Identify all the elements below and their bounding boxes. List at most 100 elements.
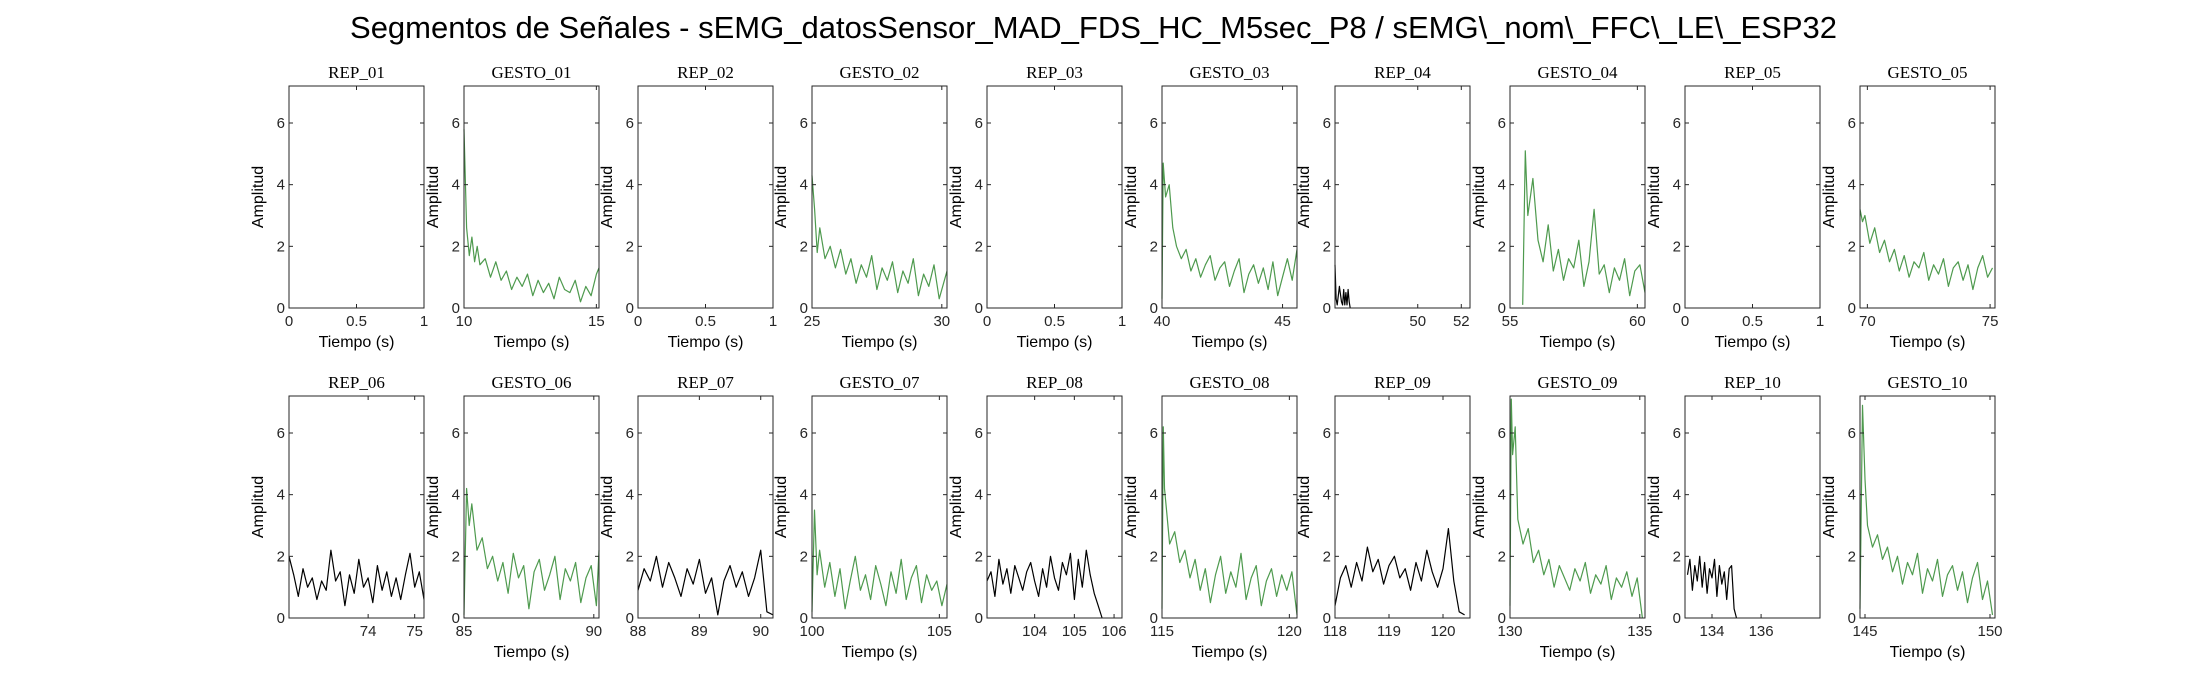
y-tick-label: 4 — [1150, 177, 1158, 194]
plot-area — [812, 396, 947, 618]
y-tick-label: 6 — [452, 115, 460, 132]
y-axis-label: Amplitud — [1123, 166, 1140, 228]
plot-area — [289, 396, 424, 618]
subplot-gesto-07: 0 2 4 6 100 105 GESTO_07 Tiempo (s) Amplitud — [773, 373, 952, 661]
x-tick-label: 0 — [1681, 313, 1689, 330]
y-tick-label: 6 — [800, 425, 808, 442]
x-tick-label: 0 — [285, 313, 293, 330]
y-axis-label: Amplitud — [599, 166, 616, 228]
y-tick-label: 4 — [452, 487, 460, 504]
subplot-title: REP_07 — [677, 373, 734, 392]
y-tick-label: 2 — [1323, 238, 1331, 255]
x-tick-label: 89 — [691, 623, 708, 640]
y-tick-label: 2 — [975, 548, 983, 565]
y-axis-label: Amplitud — [1471, 166, 1488, 228]
y-tick-label: 6 — [626, 425, 634, 442]
subplot-rep-07: 0 2 4 6 88 89 90 REP_07 Amplitud — [599, 373, 774, 640]
axes-box — [1161, 85, 1298, 309]
y-tick-label: 2 — [975, 238, 983, 255]
y-tick-label: 2 — [1498, 238, 1506, 255]
axes-box — [1334, 395, 1471, 619]
x-tick-label: 85 — [456, 623, 473, 640]
signal-line — [1161, 426, 1298, 615]
y-tick-label: 4 — [800, 177, 808, 194]
axes-box — [637, 395, 774, 619]
subplot-title: REP_04 — [1374, 63, 1431, 82]
axes-box — [986, 395, 1123, 619]
x-tick-label: 88 — [630, 623, 647, 640]
y-tick-label: 0 — [452, 300, 460, 317]
x-tick-label: 0 — [983, 313, 991, 330]
x-tick-label: 135 — [1627, 623, 1652, 640]
subplot-gesto-03: 0 2 4 6 40 45 GESTO_03 Tiempo (s) Amplitud — [1123, 63, 1298, 351]
subplot-title: REP_05 — [1724, 63, 1781, 82]
y-tick-label: 4 — [626, 177, 634, 194]
y-tick-label: 6 — [1150, 115, 1158, 132]
x-tick-label: 1 — [1118, 313, 1126, 330]
y-tick-label: 0 — [277, 300, 285, 317]
subplot-title: REP_08 — [1026, 373, 1083, 392]
subplot-rep-08: 0 2 4 6 104 105 106 REP_08 Amplitud — [948, 373, 1127, 640]
axes-box — [1859, 85, 1996, 309]
signal-line — [637, 549, 774, 616]
x-tick-label: 90 — [585, 623, 602, 640]
x-tick-label: 50 — [1409, 313, 1426, 330]
y-axis-label: Amplitud — [1123, 476, 1140, 538]
subplot-rep-02: 0 2 4 6 0 0.5 1 REP_02 Tiempo (s) Amplitud — [599, 63, 777, 351]
axes-box — [1161, 395, 1298, 619]
plot-area — [289, 86, 424, 308]
subplot-rep-05: 0 2 4 6 0 0.5 1 REP_05 Tiempo (s) Amplitud — [1646, 63, 1824, 351]
y-axis-label: Amplitud — [1646, 166, 1663, 228]
subplot-rep-04: 0 2 4 6 50 52 REP_04 Amplitud — [1296, 63, 1471, 330]
subplot-title: GESTO_08 — [1190, 373, 1270, 392]
signal-line — [1859, 209, 1994, 291]
subplot-gesto-02: 0 2 4 6 25 30 GESTO_02 Tiempo (s) Amplitud — [773, 63, 950, 351]
x-tick-label: 10 — [456, 313, 473, 330]
y-tick-label: 0 — [1323, 300, 1331, 317]
y-tick-label: 6 — [1498, 115, 1506, 132]
x-tick-label: 120 — [1430, 623, 1455, 640]
subplot-title: GESTO_07 — [840, 373, 920, 392]
y-tick-label: 0 — [277, 610, 285, 627]
y-tick-label: 2 — [277, 238, 285, 255]
subplot-title: REP_03 — [1026, 63, 1083, 82]
x-tick-label: 52 — [1453, 313, 1470, 330]
x-axis-label: Tiempo (s) — [494, 644, 570, 661]
y-tick-label: 0 — [975, 610, 983, 627]
y-axis-label: Amplitud — [1471, 476, 1488, 538]
y-axis-label: Amplitud — [948, 476, 965, 538]
subplot-title: GESTO_06 — [492, 373, 572, 392]
y-tick-label: 2 — [1673, 548, 1681, 565]
plot-area — [464, 86, 599, 308]
plot-area — [1162, 86, 1297, 308]
x-tick-label: 55 — [1502, 313, 1519, 330]
y-tick-label: 0 — [1150, 300, 1158, 317]
x-tick-label: 105 — [1062, 623, 1087, 640]
y-tick-label: 2 — [277, 548, 285, 565]
subplot-rep-10: 0 2 4 6 134 136 REP_10 Amplitud — [1646, 373, 1821, 640]
x-tick-label: 0 — [634, 313, 642, 330]
signal-line — [288, 549, 425, 607]
x-tick-label: 25 — [804, 313, 821, 330]
y-tick-label: 2 — [1150, 238, 1158, 255]
plot-area — [1685, 86, 1820, 308]
y-tick-label: 2 — [1323, 548, 1331, 565]
plot-area — [1162, 396, 1297, 618]
x-tick-label: 118 — [1323, 623, 1347, 640]
x-tick-label: 45 — [1274, 313, 1291, 330]
subplot-rep-03: 0 2 4 6 0 0.5 1 REP_03 Tiempo (s) Amplitud — [948, 63, 1126, 351]
subplot-rep-06: 0 2 4 6 74 75 REP_06 Amplitud — [250, 373, 425, 640]
y-tick-label: 4 — [452, 177, 460, 194]
x-axis-label: Tiempo (s) — [1017, 334, 1093, 351]
x-axis-label: Tiempo (s) — [842, 334, 918, 351]
y-axis-label: Amplitud — [250, 476, 267, 538]
signal-line — [811, 509, 948, 612]
y-tick-label: 0 — [1848, 610, 1856, 627]
subplot-title: GESTO_04 — [1538, 63, 1618, 82]
y-tick-label: 6 — [277, 425, 285, 442]
x-tick-label: 15 — [588, 313, 605, 330]
axes-box — [288, 395, 425, 619]
subplot-gesto-01: 0 2 4 6 10 15 GESTO_01 Tiempo (s) Amplitud — [425, 63, 605, 351]
y-tick-label: 4 — [1848, 177, 1856, 194]
axes-box — [1509, 395, 1646, 619]
